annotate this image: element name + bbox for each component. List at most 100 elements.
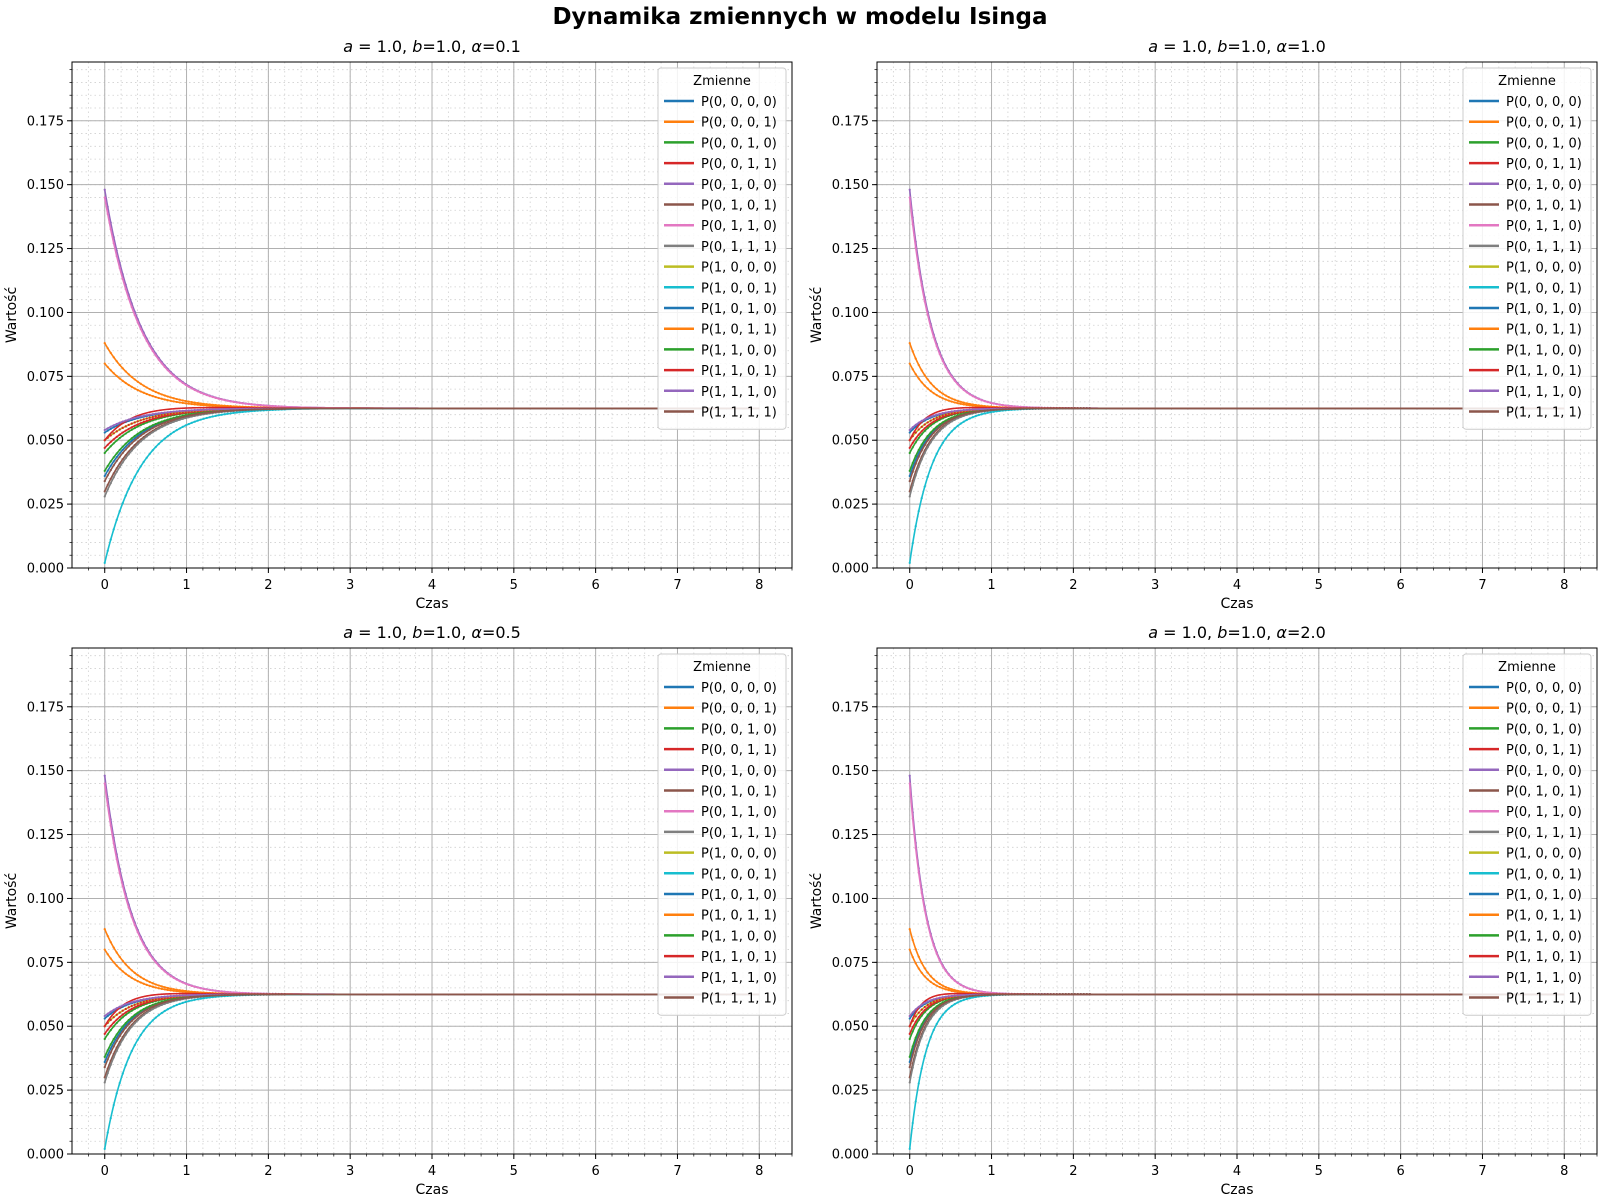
series-marker [193,401,196,404]
series-marker [947,973,950,976]
series-marker [1085,993,1088,996]
series-marker [148,452,151,455]
series-marker [908,474,911,478]
series-marker [169,421,172,425]
series-marker [187,422,190,426]
series-marker [932,1002,935,1005]
series-marker [118,363,121,367]
series-marker [226,407,229,411]
series-marker [145,419,148,423]
series-marker [157,392,160,395]
series-marker [1058,993,1061,996]
series-marker [127,1023,130,1026]
series-marker [1007,408,1010,411]
series-marker [181,997,184,1000]
series-marker [145,983,148,986]
legend-title: Zmienne [693,74,751,89]
y-tick-label: 0.050 [832,1020,869,1035]
series-marker [166,420,169,423]
series-marker [103,480,106,483]
series-marker [1067,407,1070,410]
series-marker [190,409,193,412]
series-marker [917,1011,920,1014]
series-marker [151,424,154,427]
series-marker [947,989,950,992]
series-marker [136,1019,139,1022]
series-marker [157,421,160,424]
series-marker [908,428,911,432]
series-marker [154,1004,157,1007]
series-marker [118,448,121,452]
series-marker [935,999,938,1002]
series-marker [229,991,232,994]
legend-label: P(1, 0, 1, 1) [701,909,777,924]
series-marker [944,995,947,998]
series-marker [908,1017,911,1020]
series-marker [103,495,106,498]
series-marker [178,398,181,401]
series-marker [178,416,181,419]
series-marker [920,381,923,384]
series-marker [178,379,181,382]
series-marker [118,1034,121,1038]
series-marker [151,426,154,430]
series-marker [151,998,154,1001]
series-marker [911,368,914,371]
legend-label: P(1, 0, 1, 0) [1506,888,1582,903]
series-marker [211,411,214,414]
legend-label: P(1, 0, 0, 1) [1506,867,1582,882]
series-marker [914,474,917,477]
series-marker [956,417,959,420]
series-marker [217,397,220,400]
series-marker [917,1016,920,1019]
series-marker [211,415,214,418]
subplot-3: 0 1 2 3 4 5 6 7 8 0.000 0.025 0.050 0.075 0.100 0.125 0… [4,623,793,1198]
series-marker [121,431,124,434]
series-marker [953,997,956,1001]
series-marker [172,420,175,423]
series-marker [163,995,166,998]
series-marker [965,418,968,422]
series-marker [184,415,187,418]
series-marker [908,188,911,191]
y-tick-label: 0.000 [832,1148,869,1163]
y-axis-label: Wartość [4,287,20,343]
series-marker [187,1000,190,1003]
subplot-title: a = 1.0, b=1.0, α=1.0 [1148,37,1326,56]
series-marker [169,412,172,415]
series-marker [202,987,205,990]
series-marker [941,414,944,417]
series-marker [250,410,253,413]
series-marker [157,442,160,446]
series-marker [923,1028,926,1031]
series-marker [148,1005,151,1008]
x-tick-label: 6 [1396,578,1404,593]
y-axis-label: Wartość [809,873,825,929]
series-marker [115,518,118,521]
series-marker [926,1044,929,1047]
series-marker [145,1008,148,1011]
series-marker [115,1007,118,1010]
x-axis-label: Czas [416,596,449,612]
series-marker [914,462,917,465]
series-marker [151,1003,154,1006]
legend-label: P(1, 0, 1, 0) [701,888,777,903]
series-marker [208,395,211,398]
legend-label: P(1, 0, 1, 0) [701,302,777,317]
series-marker [229,412,232,415]
series-marker [256,403,259,407]
series-marker [208,994,211,997]
x-tick-label: 1 [182,1164,190,1179]
series-marker [923,423,926,426]
series-marker [151,1005,154,1008]
series-marker [941,359,944,363]
series-marker [145,414,148,417]
series-marker [184,994,187,997]
series-marker [163,1009,166,1013]
series-marker [223,399,226,402]
series-marker [914,246,917,249]
series-marker [106,953,109,956]
series-marker [145,997,148,1000]
series-marker [944,394,947,397]
series-marker [917,428,920,431]
